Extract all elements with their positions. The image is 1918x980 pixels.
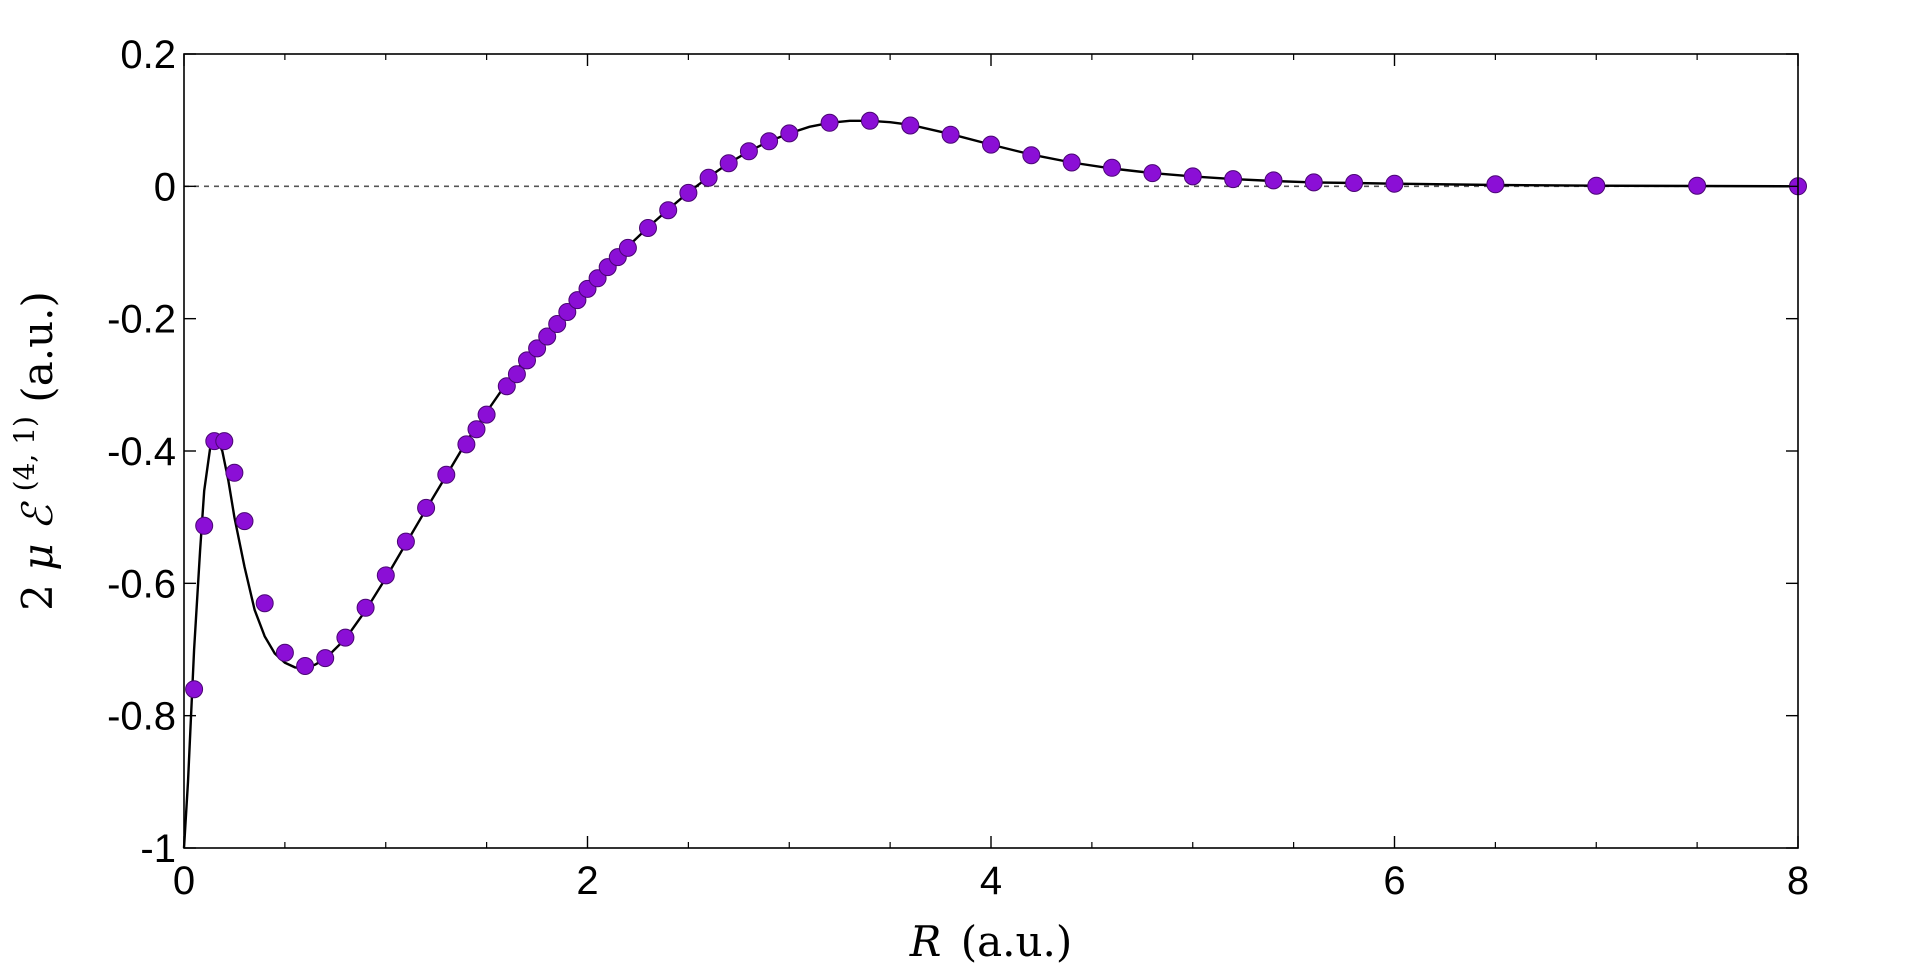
data-points-layer (185, 111, 1807, 699)
data-point (1385, 174, 1404, 193)
data-point (528, 339, 547, 358)
x-tick-label: 6 (1383, 859, 1405, 903)
y-axis-unit: (a.u.) (13, 291, 62, 403)
data-point (477, 405, 496, 424)
y-tick-label: 0 (154, 165, 176, 209)
y-tick-label: -0.6 (107, 562, 176, 606)
data-point (1264, 171, 1283, 190)
data-point (739, 142, 758, 161)
data-point (1183, 167, 1202, 186)
data-point (639, 219, 657, 237)
data-point (1486, 175, 1505, 194)
data-point (296, 657, 315, 675)
data-point (1345, 174, 1364, 192)
x-tick-label: 4 (980, 859, 1002, 903)
data-point (820, 113, 839, 132)
data-point (376, 566, 395, 585)
data-point (982, 135, 1000, 154)
data-point (699, 168, 718, 187)
y-tick-label: -0.4 (107, 430, 176, 474)
data-point (941, 125, 960, 144)
data-point (356, 598, 375, 617)
data-point (1022, 146, 1041, 165)
x-axis-unit: (a.u.) (961, 917, 1073, 966)
y-axis-label: 2 μ ℰ (4, 1) (a.u.) (0, 291, 62, 611)
x-axis-symbol: R (909, 917, 942, 966)
data-point (659, 201, 678, 220)
data-point (1103, 158, 1121, 177)
y-tick-label: -1 (140, 827, 176, 871)
data-point (588, 269, 607, 288)
data-point (719, 154, 738, 173)
fit-curve-layer (182, 119, 1799, 849)
tick-labels: 0 2 4 6 8 0.2 0 -0.2 -0.4 -0.6 -0.8 -1 (107, 33, 1809, 903)
data-point (1587, 176, 1606, 195)
data-point (255, 594, 274, 613)
data-point (1062, 153, 1081, 172)
y-tick-label: -0.2 (107, 298, 176, 342)
data-point (437, 465, 456, 484)
data-point (497, 377, 516, 396)
data-point (860, 111, 879, 130)
data-point (558, 303, 577, 321)
data-point (518, 351, 536, 370)
data-point (215, 432, 234, 451)
data-point (1224, 170, 1243, 189)
y-axis-prefix: 2 (13, 584, 62, 611)
data-point (901, 116, 920, 135)
data-point (457, 435, 476, 454)
fit-curve (182, 119, 1799, 849)
data-point (235, 512, 254, 531)
data-point (760, 132, 779, 151)
data-point (538, 327, 557, 346)
data-point (548, 315, 567, 333)
data-point (1143, 164, 1162, 183)
x-axis-label: R (a.u.) (909, 917, 1073, 966)
data-point (336, 628, 355, 647)
x-tick-label: 2 (576, 859, 598, 903)
data-point (618, 238, 637, 257)
axis-ticks (183, 53, 1799, 849)
y-tick-label: -0.8 (107, 695, 176, 739)
y-axis-e: ℰ (13, 500, 62, 530)
y-axis-mu: μ (13, 543, 62, 570)
plot-frame (183, 53, 1799, 849)
data-point (316, 649, 335, 668)
data-point (225, 463, 244, 482)
data-point (275, 643, 294, 662)
x-tick-label: 8 (1787, 859, 1809, 903)
data-point (679, 183, 698, 202)
y-axis-superscript: (4, 1) (8, 416, 41, 491)
x-tick-label: 0 (173, 859, 195, 903)
data-point (1304, 173, 1323, 192)
data-point (195, 516, 214, 535)
data-point (467, 420, 486, 439)
data-point (396, 532, 415, 551)
y-tick-label: 0.2 (120, 33, 176, 77)
data-point (1688, 176, 1707, 195)
data-point (568, 291, 587, 310)
data-point (780, 124, 799, 143)
data-point (417, 498, 436, 517)
data-point (185, 680, 204, 699)
data-point (507, 365, 526, 384)
